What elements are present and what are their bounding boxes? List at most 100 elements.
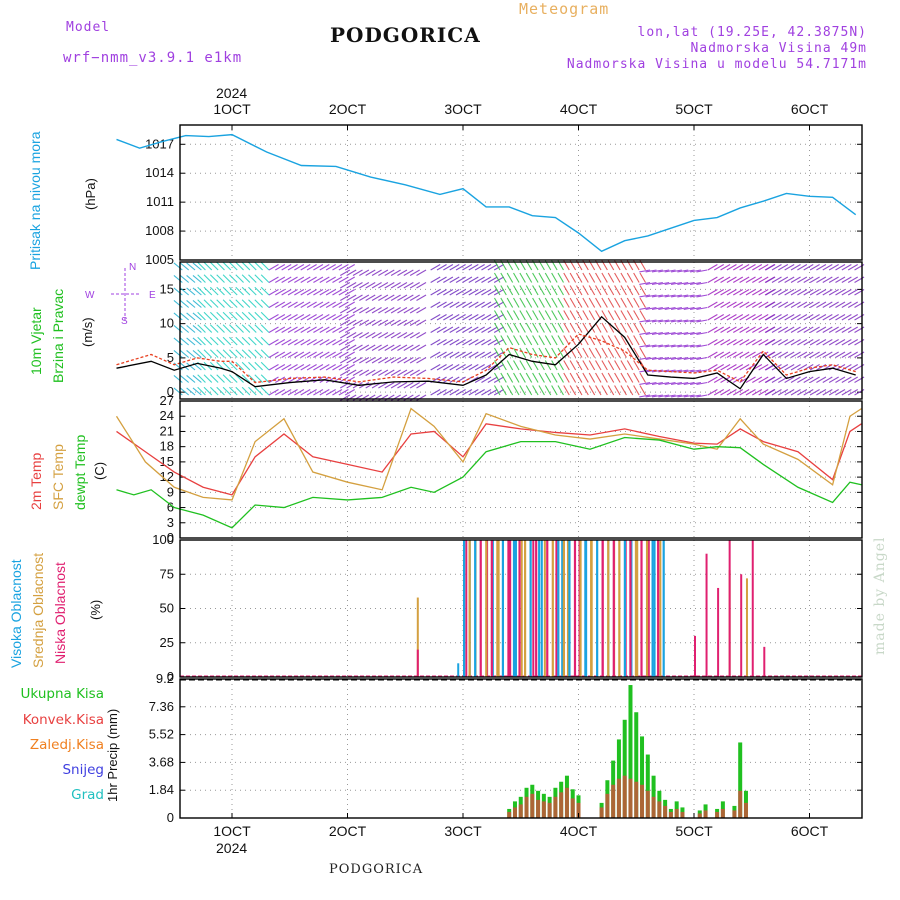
wind-tick-label: 15: [160, 281, 174, 296]
compass-w: W: [85, 290, 95, 301]
conv-precip-bar: [599, 807, 604, 818]
high-cloud-bar: [568, 540, 571, 677]
high-cloud-bar: [538, 540, 541, 677]
precip-tick-label: 9.2: [156, 671, 174, 686]
year-bottom: 2024: [216, 840, 248, 856]
cloud-tick-label: 50: [160, 601, 174, 616]
x-tick-label-top: 4OCT: [560, 101, 598, 117]
high-cloud-bar: [474, 540, 477, 677]
watermark: made by Angel: [872, 536, 888, 656]
conv-precip-bar: [616, 778, 621, 818]
conv-precip-bar: [743, 802, 748, 818]
sfc-temp-ylabel: SFC Temp: [50, 444, 66, 510]
low-cloud-bar: [694, 635, 696, 677]
wind-speed-line: [116, 315, 856, 390]
temp2m-line: [116, 423, 862, 496]
conv-precip-bar: [536, 799, 541, 818]
high-cloud-bar: [514, 540, 517, 677]
temp2m-ylabel: 2m Temp: [28, 452, 44, 510]
high-cloud-bar: [623, 540, 626, 677]
high-cloud-bar: [561, 540, 564, 677]
precip-tick-label: 3.68: [149, 754, 174, 769]
conv-precip-bar: [622, 775, 627, 818]
wind-tick-label: 10: [160, 316, 174, 331]
conv-precip-bar: [547, 802, 552, 818]
x-tick-label-bottom: 2OCT: [329, 823, 367, 839]
low-cloud-bar: [555, 540, 558, 677]
high-cloud-bar: [529, 540, 532, 677]
low-cloud-bar: [629, 540, 632, 677]
low-cloud-bar: [509, 540, 512, 677]
low-cloud-ylabel: Niska Oblacnost: [52, 562, 68, 664]
legend-hail: Grad: [71, 787, 104, 803]
mid-cloud-bar: [566, 540, 569, 677]
precip-tick-label: 7.36: [149, 699, 174, 714]
conv-precip-bar: [634, 781, 639, 818]
conv-precip-bar: [628, 778, 633, 818]
high-cloud-bar: [584, 540, 588, 677]
precip-tick-label: 5.52: [149, 727, 174, 742]
mid-cloud-bar: [551, 540, 554, 677]
x-tick-label-bottom: 3OCT: [444, 823, 482, 839]
conv-precip-bar: [507, 811, 512, 818]
mid-cloud-bar: [645, 540, 649, 677]
cloud-tick-label: 75: [160, 566, 174, 581]
mid-cloud-bar: [562, 540, 565, 677]
high-cloud-bar: [662, 540, 665, 677]
low-cloud-bar: [657, 540, 660, 677]
mid-cloud-bar: [579, 540, 582, 677]
temp-tick-label: 9: [167, 484, 174, 499]
conv-precip-bar: [559, 792, 564, 818]
pressure-tick-label: 1005: [145, 252, 174, 267]
conv-precip-bar: [576, 802, 581, 818]
mid-cloud-bar: [497, 540, 500, 677]
low-cloud-bar: [518, 540, 521, 677]
cloud-tick-label: 100: [152, 532, 174, 547]
x-tick-label-top: 6OCT: [791, 101, 829, 117]
low-cloud-bar: [465, 540, 468, 677]
legend-frozen-rain: Zaledj.Kisa: [29, 737, 104, 753]
conv-precip-bar: [570, 798, 575, 818]
dewpt-ylabel: dewpt Temp: [72, 434, 88, 510]
low-cloud-bar: [490, 540, 493, 677]
pressure-tick-label: 1011: [146, 194, 174, 209]
mid-cloud-bar: [590, 540, 593, 677]
x-tick-label-top: 2OCT: [329, 101, 367, 117]
conv-precip-bar: [680, 811, 685, 818]
wind-gust-line: [116, 333, 856, 384]
low-cloud-bar: [640, 540, 643, 677]
mid-cloud-bar: [607, 540, 610, 677]
legend-convective-rain: Konvek.Kisa: [22, 712, 104, 728]
total-precip-bar: [738, 742, 743, 818]
precip-tick-label: 1.84: [149, 782, 174, 797]
x-tick-label-bottom: 4OCT: [560, 823, 598, 839]
temp-tick-label: 6: [167, 500, 174, 515]
conv-precip-bar: [697, 813, 702, 818]
temp-tick-label: 18: [160, 439, 174, 454]
coords-label: lon,lat (19.25E, 42.3875N): [637, 25, 867, 40]
low-cloud-bar: [601, 540, 604, 677]
low-cloud-bar: [647, 540, 650, 677]
altitude-label: Nadmorska Visina 49m: [690, 41, 867, 56]
model-altitude-label: Nadmorska Visina u modelu 54.7171m: [566, 57, 867, 72]
wind-tick-label: 0: [167, 384, 174, 399]
pressure-tick-label: 1008: [145, 223, 174, 238]
precip-ylabel: 1hr Precip (mm): [105, 708, 120, 802]
temp-tick-label: 15: [160, 454, 174, 469]
low-cloud-bar: [705, 553, 708, 677]
low-cloud-bar: [532, 540, 535, 677]
low-cloud-bar: [728, 540, 731, 677]
year-top: 2024: [216, 85, 248, 101]
conv-precip-bar: [553, 796, 558, 818]
high-cloud-bar: [653, 540, 656, 677]
cloud-tick-label: 25: [160, 635, 174, 650]
panel-frame-3: [179, 400, 863, 539]
low-cloud-bar: [717, 587, 720, 677]
high-cloud-bar: [557, 540, 560, 677]
wind-ylabel-1: 10m Vjetar: [28, 307, 44, 375]
temp-tick-label: 24: [160, 408, 174, 423]
mid-cloud-bar: [618, 540, 621, 677]
x-tick-label-bottom: 1OCT: [213, 823, 251, 839]
pressure-ylabel: Pritisak na nivou mora: [27, 131, 43, 270]
